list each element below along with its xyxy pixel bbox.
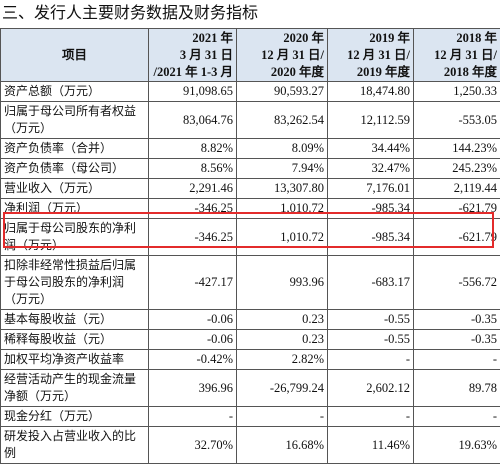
row-label: 加权平均净资产收益率 <box>1 350 149 370</box>
row-label: 营业收入（万元） <box>1 179 149 199</box>
row-label: 净利润（万元） <box>1 199 149 219</box>
table-row: 资产负债率（母公司）8.56%7.94%32.47%245.23% <box>1 159 500 179</box>
value-cell: -556.72 <box>414 256 500 310</box>
value-cell: -0.06 <box>149 310 237 330</box>
value-cell: -0.35 <box>414 310 500 330</box>
value-cell: -0.55 <box>328 330 414 350</box>
value-cell: 16.68% <box>237 427 328 464</box>
value-cell: 11.46% <box>328 427 414 464</box>
value-cell: -683.17 <box>328 256 414 310</box>
value-cell: 8.82% <box>149 139 237 159</box>
value-cell: -346.25 <box>149 199 237 219</box>
header-cell: 2019 年 12 月 31 日/ 2019 年度 <box>328 29 414 82</box>
value-cell: 0.23 <box>237 330 328 350</box>
value-cell: -621.79 <box>414 219 500 256</box>
row-label: 现金分红（万元） <box>1 407 149 427</box>
value-cell: -346.25 <box>149 219 237 256</box>
value-cell: 0.23 <box>237 310 328 330</box>
value-cell: 2,119.44 <box>414 179 500 199</box>
row-label: 扣除非经常性损益后归属于母公司股东的净利润（万元） <box>1 256 149 310</box>
value-cell: 2,602.12 <box>328 370 414 407</box>
row-label: 资产总额（万元） <box>1 82 149 102</box>
value-cell: 993.96 <box>237 256 328 310</box>
value-cell: 396.96 <box>149 370 237 407</box>
value-cell: - <box>414 350 500 370</box>
row-label: 归属于母公司股东的净利润（万元） <box>1 219 149 256</box>
value-cell: 1,250.33 <box>414 82 500 102</box>
value-cell: 2,291.46 <box>149 179 237 199</box>
header-cell: 项目 <box>1 29 149 82</box>
value-cell: - <box>237 407 328 427</box>
value-cell: 13,307.80 <box>237 179 328 199</box>
table-row: 资产负债率（合并）8.82%8.09%34.44%144.23% <box>1 139 500 159</box>
value-cell: -985.34 <box>328 199 414 219</box>
value-cell: 7,176.01 <box>328 179 414 199</box>
value-cell: -0.42% <box>149 350 237 370</box>
row-label: 归属于母公司所有者权益（万元） <box>1 102 149 139</box>
value-cell: - <box>328 350 414 370</box>
value-cell: 32.70% <box>149 427 237 464</box>
value-cell: 91,098.65 <box>149 82 237 102</box>
value-cell: 8.56% <box>149 159 237 179</box>
value-cell: 1,010.72 <box>237 219 328 256</box>
value-cell: -553.05 <box>414 102 500 139</box>
header-cell: 2018 年 12 月 31 日/ 2018 年度 <box>414 29 500 82</box>
value-cell: -0.35 <box>414 330 500 350</box>
value-cell: - <box>328 407 414 427</box>
value-cell: 245.23% <box>414 159 500 179</box>
value-cell: -621.79 <box>414 199 500 219</box>
value-cell: - <box>414 407 500 427</box>
value-cell: 90,593.27 <box>237 82 328 102</box>
value-cell: -427.17 <box>149 256 237 310</box>
value-cell: 83,262.54 <box>237 102 328 139</box>
value-cell: 7.94% <box>237 159 328 179</box>
row-label: 资产负债率（合并） <box>1 139 149 159</box>
value-cell: -985.34 <box>328 219 414 256</box>
value-cell: -26,799.24 <box>237 370 328 407</box>
section-title: 三、发行人主要财务数据及财务指标 <box>2 3 258 23</box>
value-cell: - <box>149 407 237 427</box>
header-cell: 2020 年 12 月 31 日/ 2020 年度 <box>237 29 328 82</box>
value-cell: -0.55 <box>328 310 414 330</box>
value-cell: 1,010.72 <box>237 199 328 219</box>
value-cell: 89.78 <box>414 370 500 407</box>
value-cell: 2.82% <box>237 350 328 370</box>
value-cell: 83,064.76 <box>149 102 237 139</box>
value-cell: 144.23% <box>414 139 500 159</box>
row-label: 资产负债率（母公司） <box>1 159 149 179</box>
value-cell: 34.44% <box>328 139 414 159</box>
value-cell: -0.06 <box>149 330 237 350</box>
row-label: 经营活动产生的现金流量净额（万元） <box>1 370 149 407</box>
row-label: 稀释每股收益（元） <box>1 330 149 350</box>
value-cell: 8.09% <box>237 139 328 159</box>
value-cell: 18,474.80 <box>328 82 414 102</box>
value-cell: 12,112.59 <box>328 102 414 139</box>
table-row: 加权平均净资产收益率-0.42%2.82%-- <box>1 350 500 370</box>
value-cell: 19.63% <box>414 427 500 464</box>
row-label: 研发投入占营业收入的比例 <box>1 427 149 464</box>
table-row: 现金分红（万元）---- <box>1 407 500 427</box>
row-label: 基本每股收益（元） <box>1 310 149 330</box>
value-cell: 32.47% <box>328 159 414 179</box>
header-cell: 2021 年 3 月 31 日 /2021 年 1-3 月 <box>149 29 237 82</box>
